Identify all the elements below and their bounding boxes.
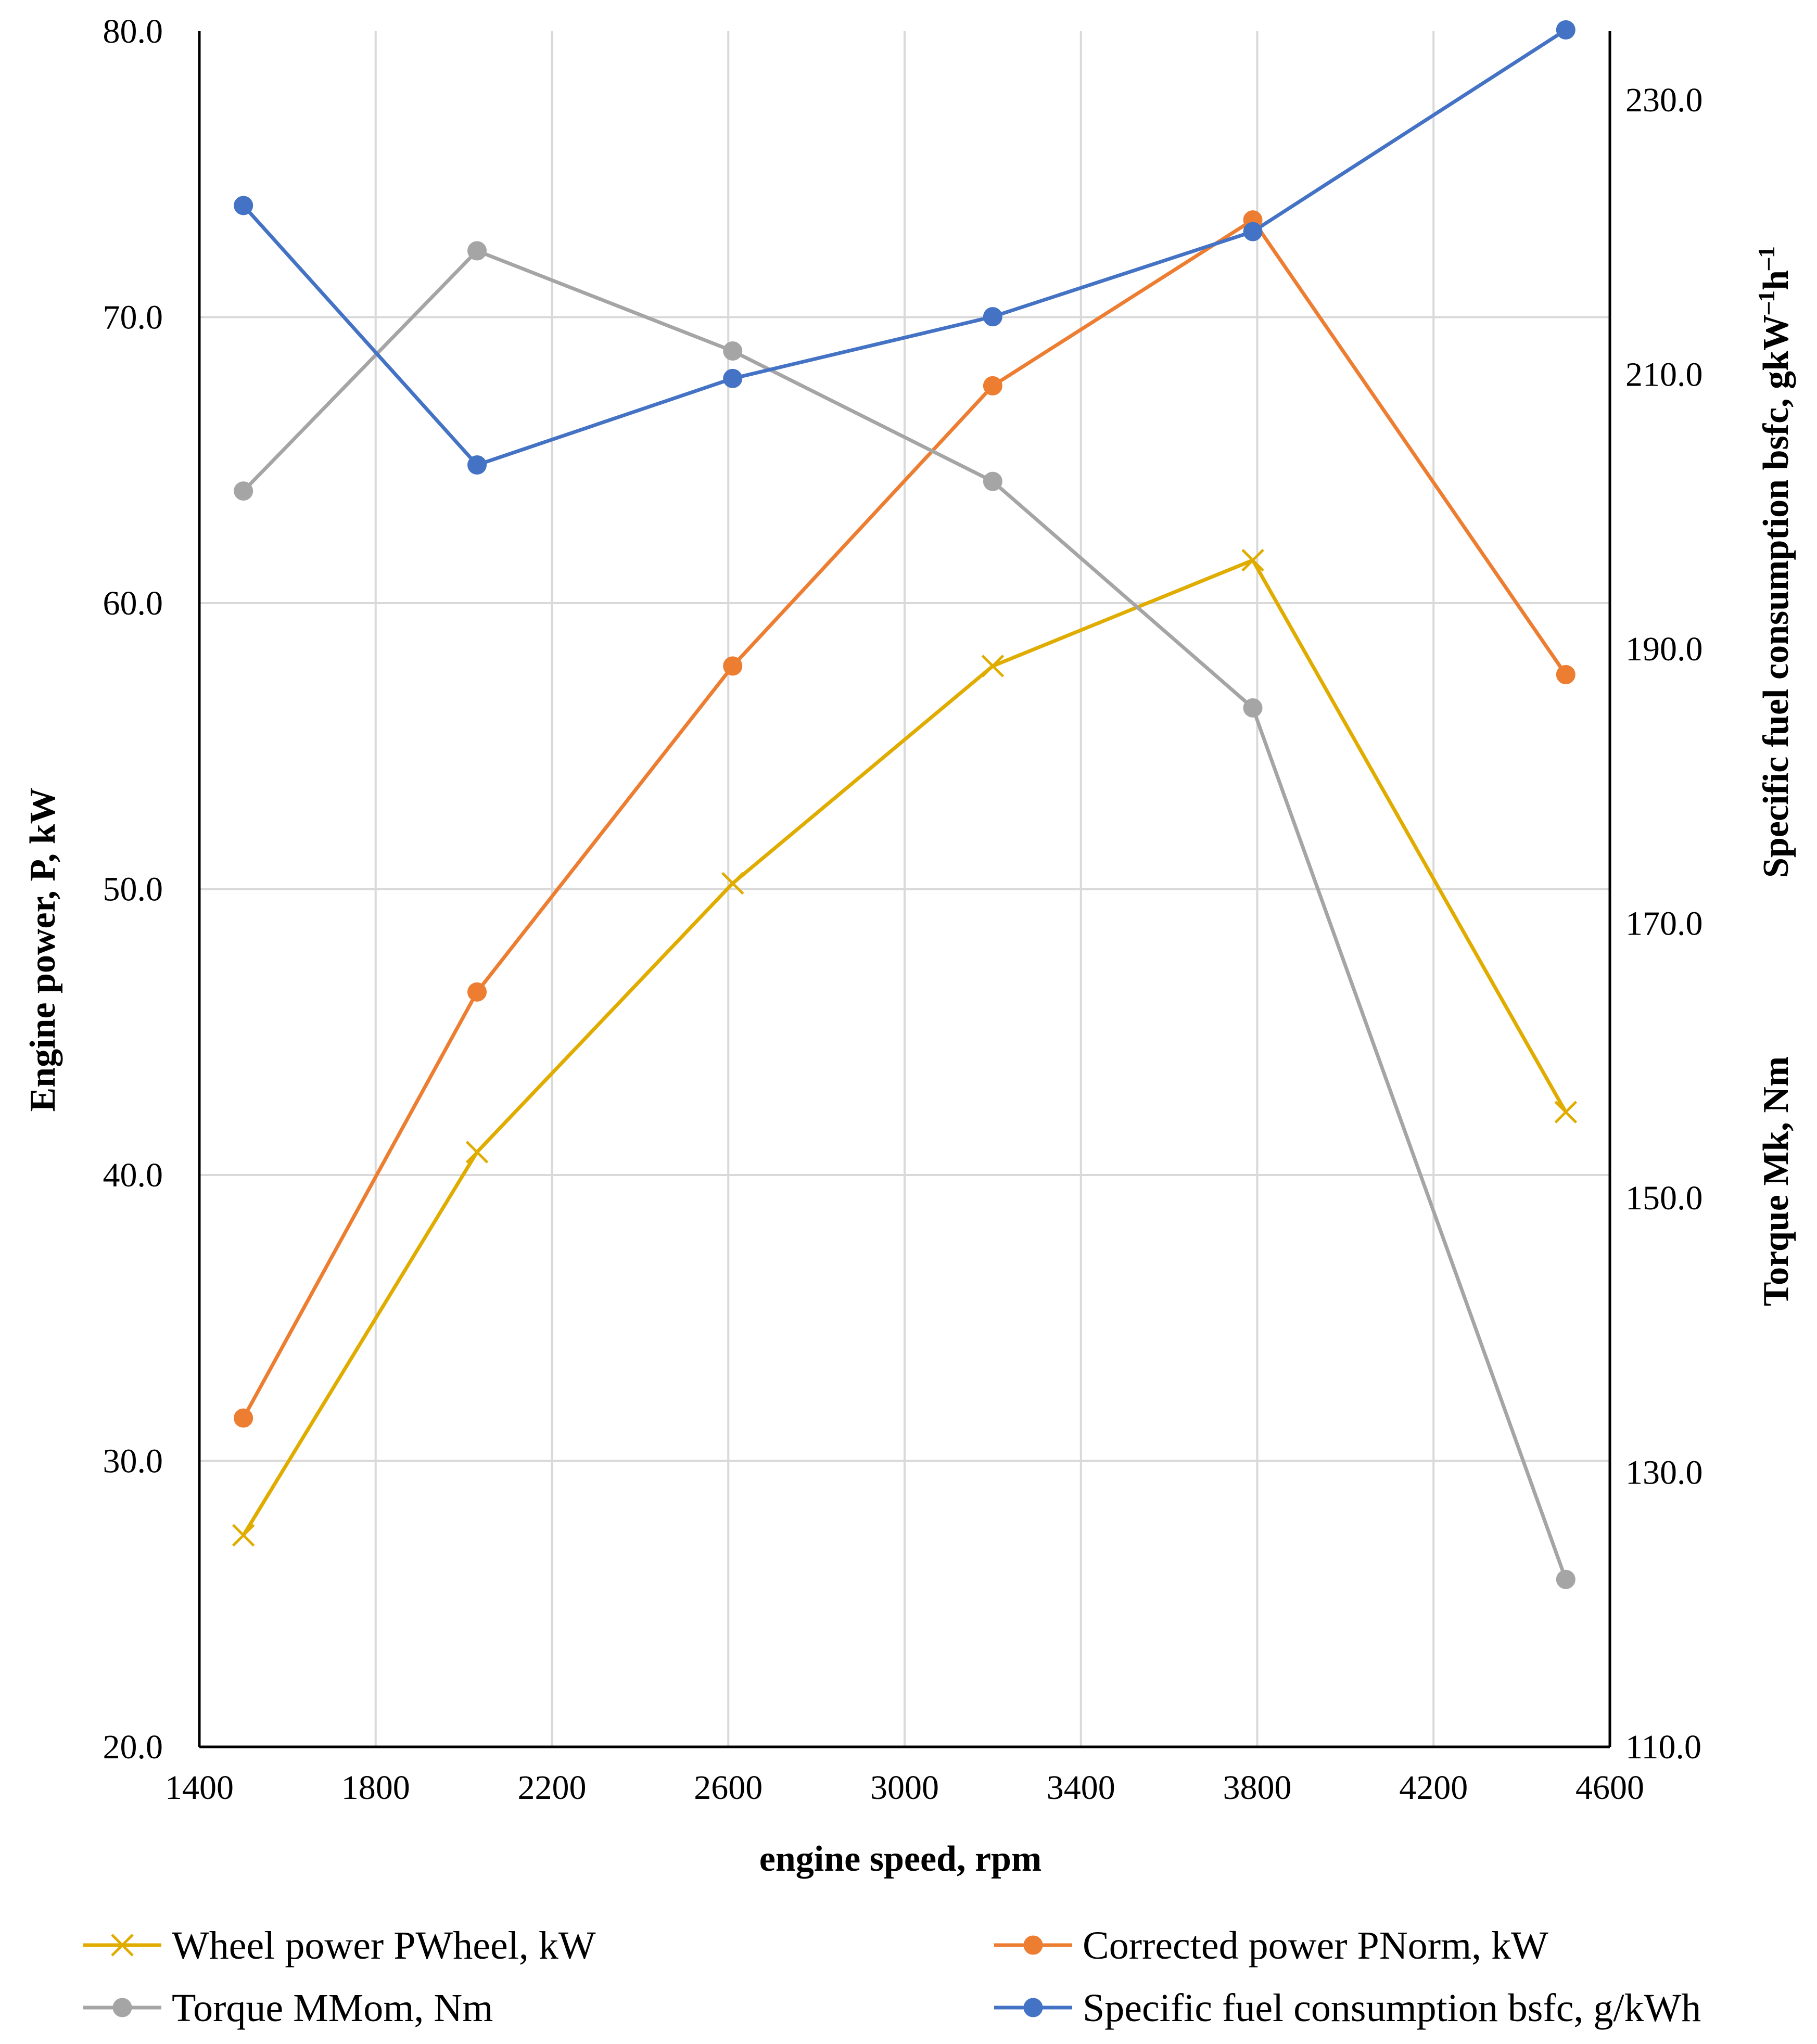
legend-item: Corrected power PNorm, kW [994,1924,1548,1968]
data-point-corrected-power-pnorm-kw [234,1408,253,1428]
y-right-tick-label: 190.0 [1625,630,1703,668]
y-left-tick-label: 70.0 [103,299,163,337]
y-right-tick-label: 230.0 [1625,81,1703,119]
data-point-corrected-power-pnorm-kw [467,982,487,1002]
y-right-top-axis-title-sup1: –1 [1753,290,1780,315]
series-lines [242,28,1568,1580]
data-point-torque-mmom-nm [467,241,487,261]
x-tick-label: 3000 [870,1769,939,1807]
legend-marker [112,1998,132,2017]
data-point-corrected-power-pnorm-kw [1556,665,1575,684]
x-tick-label: 1800 [341,1769,410,1807]
series-line-specific-fuel-consumption-bsfc-g-kwh [242,28,1567,467]
legend-marker [1023,1935,1043,1955]
x-axis-title: engine speed, rpm [759,1839,1042,1879]
x-tick-label: 4200 [1399,1769,1468,1807]
data-point-torque-mmom-nm [1556,1569,1575,1589]
legend-label: Specific fuel consumption bsfc, g/kWh [1083,1986,1701,2030]
legend: Wheel power PWheel, kW Corrected power PN… [83,1924,1701,2030]
data-point-specific-fuel-consumption-bsfc-g-kwh [1556,20,1575,40]
y-left-tick-label: 20.0 [103,1728,163,1766]
y-left-axis-title: Engine power, P, kW [23,787,63,1112]
y-left-tick-label: 40.0 [103,1156,163,1194]
data-point-specific-fuel-consumption-bsfc-g-kwh [723,368,743,388]
data-point-torque-mmom-nm [234,481,253,501]
y-right-tick-label: 110.0 [1625,1728,1701,1766]
data-point-corrected-power-pnorm-kw [983,376,1002,395]
legend-label: Wheel power PWheel, kW [172,1924,596,1968]
data-point-wheel-power-pwheel-kw [981,655,1005,678]
series-line-wheel-power-pwheel-kw [242,558,1568,1537]
x-tick-label: 1400 [165,1769,234,1807]
tick-labels: 1400 1800 2200 2600 3000 3400 3800 4200 4600 20.0… [103,12,1703,1807]
data-point-wheel-power-pwheel-kw [232,1524,255,1547]
y-right-top-axis-title-main: Specific fuel consumption bsfc, gkW [1756,314,1796,878]
y-right-top-axis-title-sup2: –1 [1753,246,1780,271]
y-right-top-axis-title: Specific fuel consumption bsfc, gkW–1h–1 [1753,246,1796,878]
data-point-torque-mmom-nm [1243,698,1263,718]
series-markers [232,20,1578,1589]
x-tick-label: 3800 [1223,1769,1292,1807]
legend-item: Wheel power PWheel, kW [83,1924,596,1968]
legend-marker [1023,1998,1043,2017]
y-right-top-axis-title-mid: h [1756,270,1796,290]
series-line-torque-mmom-nm [242,249,1568,1580]
data-point-specific-fuel-consumption-bsfc-g-kwh [467,455,487,475]
x-tick-label: 4600 [1575,1769,1644,1807]
y-right-tick-label: 210.0 [1625,355,1703,393]
legend-marker [111,1934,134,1957]
legend-item: Torque MMom, Nm [83,1986,493,2030]
data-point-wheel-power-pwheel-kw [465,1141,489,1164]
x-tick-label: 2600 [694,1769,763,1807]
y-left-tick-label: 50.0 [103,871,163,909]
y-right-tick-label: 170.0 [1625,904,1703,942]
x-tick-label: 2200 [518,1769,587,1807]
legend-label: Corrected power PNorm, kW [1083,1924,1548,1968]
x-tick-label: 3400 [1047,1769,1115,1807]
y-right-bottom-axis-title: Torque Mk, Nm [1756,1056,1796,1306]
series-line-corrected-power-pnorm-kw [242,218,1568,1419]
axes [198,31,1611,1748]
data-point-wheel-power-pwheel-kw [1554,1101,1578,1123]
y-left-tick-label: 30.0 [103,1442,163,1480]
data-point-wheel-power-pwheel-kw [1241,548,1264,572]
data-point-specific-fuel-consumption-bsfc-g-kwh [1243,222,1263,241]
y-left-tick-label: 80.0 [103,12,163,50]
data-point-torque-mmom-nm [723,341,743,361]
data-point-wheel-power-pwheel-kw [721,872,744,895]
legend-item: Specific fuel consumption bsfc, g/kWh [994,1986,1701,2030]
legend-label: Torque MMom, Nm [172,1986,493,2030]
data-point-torque-mmom-nm [983,471,1002,491]
y-left-tick-label: 60.0 [103,584,163,622]
y-right-tick-label: 150.0 [1625,1179,1703,1217]
y-right-tick-label: 130.0 [1625,1453,1703,1491]
data-point-corrected-power-pnorm-kw [723,656,743,676]
data-point-specific-fuel-consumption-bsfc-g-kwh [234,196,253,215]
gridlines [199,31,1610,1747]
data-point-specific-fuel-consumption-bsfc-g-kwh [983,307,1002,327]
